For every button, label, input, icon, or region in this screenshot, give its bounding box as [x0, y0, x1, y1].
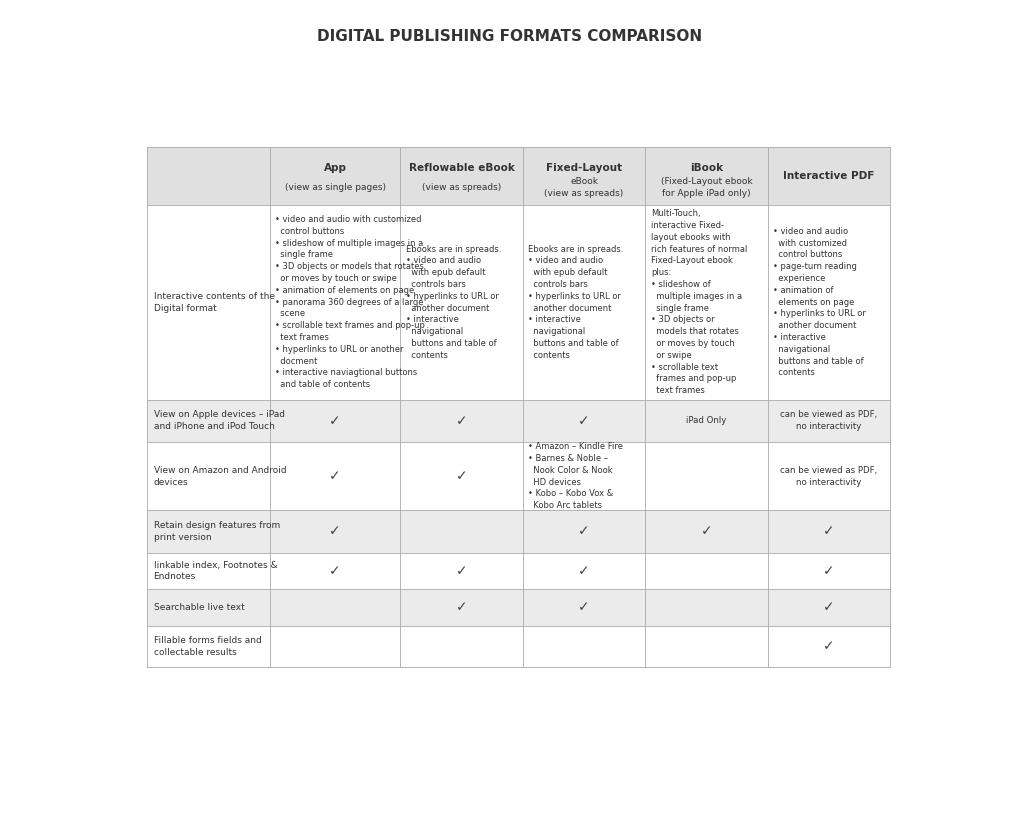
Text: • video and audio
  with customized
  control buttons
• page-turn reading
  expe: • video and audio with customized contro…: [772, 227, 865, 378]
Bar: [645, 552, 767, 589]
Text: ✓: ✓: [578, 525, 589, 539]
Text: ✓: ✓: [578, 564, 589, 578]
Text: ✓: ✓: [329, 414, 340, 428]
Text: Interactive contents of the
Digital format: Interactive contents of the Digital form…: [154, 292, 274, 313]
Text: (view as single pages): (view as single pages): [284, 183, 385, 192]
Text: DIGITAL PUBLISHING FORMATS COMPARISON: DIGITAL PUBLISHING FORMATS COMPARISON: [317, 29, 702, 43]
Text: Retain design features from
print version: Retain design features from print versio…: [154, 521, 279, 542]
Text: Interactive PDF: Interactive PDF: [783, 171, 874, 181]
Bar: [147, 147, 269, 205]
Bar: [645, 589, 767, 626]
Text: • Amazon – Kindle Fire
• Barnes & Noble –
  Nook Color & Nook
  HD devices
• Kob: • Amazon – Kindle Fire • Barnes & Noble …: [528, 442, 623, 510]
Bar: [269, 552, 399, 589]
Text: ✓: ✓: [822, 639, 835, 653]
Text: ✓: ✓: [578, 601, 589, 614]
Bar: [522, 205, 645, 400]
Bar: [269, 510, 399, 552]
Bar: [399, 626, 522, 667]
Text: (view as spreads): (view as spreads): [422, 183, 500, 192]
Bar: [522, 626, 645, 667]
Bar: [399, 510, 522, 552]
Bar: [645, 147, 767, 205]
Text: Ebooks are in spreads.
• video and audio
  with epub default
  controls bars
• h: Ebooks are in spreads. • video and audio…: [528, 245, 623, 360]
Bar: [645, 205, 767, 400]
Text: ✓: ✓: [329, 525, 340, 539]
Bar: [645, 626, 767, 667]
Text: ✓: ✓: [455, 414, 467, 428]
Bar: [522, 589, 645, 626]
Bar: [269, 205, 399, 400]
Text: iPad Only: iPad Only: [686, 416, 726, 425]
Text: ✓: ✓: [455, 601, 467, 614]
Text: ✓: ✓: [329, 564, 340, 578]
Bar: [147, 626, 269, 667]
Text: Multi-Touch,
interactive Fixed-
layout ebooks with
rich features of normal
Fixed: Multi-Touch, interactive Fixed- layout e…: [650, 209, 747, 395]
Bar: [767, 626, 890, 667]
Bar: [522, 510, 645, 552]
Text: Ebooks are in spreads.
• video and audio
  with epub default
  controls bars
• h: Ebooks are in spreads. • video and audio…: [406, 245, 500, 360]
Text: eBook
(view as spreads): eBook (view as spreads): [544, 177, 623, 197]
Text: ✓: ✓: [578, 414, 589, 428]
Bar: [522, 552, 645, 589]
Bar: [147, 205, 269, 400]
Bar: [767, 147, 890, 205]
Bar: [399, 589, 522, 626]
Bar: [767, 510, 890, 552]
Bar: [269, 147, 399, 205]
Text: Fillable forms fields and
collectable results: Fillable forms fields and collectable re…: [154, 636, 261, 657]
Bar: [645, 400, 767, 442]
Text: ✓: ✓: [822, 564, 835, 578]
Bar: [269, 400, 399, 442]
Bar: [147, 552, 269, 589]
Text: (Fixed-Layout ebook
for Apple iPad only): (Fixed-Layout ebook for Apple iPad only): [660, 177, 752, 197]
Bar: [767, 400, 890, 442]
Bar: [767, 442, 890, 510]
Text: • video and audio with customized
  control buttons
• slideshow of multiple imag: • video and audio with customized contro…: [275, 215, 425, 389]
Bar: [399, 205, 522, 400]
Text: can be viewed as PDF,
no interactivity: can be viewed as PDF, no interactivity: [780, 410, 876, 432]
Text: iBook: iBook: [689, 163, 722, 173]
Bar: [399, 552, 522, 589]
Text: Reflowable eBook: Reflowable eBook: [409, 163, 514, 173]
Bar: [147, 510, 269, 552]
Bar: [269, 442, 399, 510]
Text: ✓: ✓: [329, 469, 340, 483]
Bar: [645, 442, 767, 510]
Bar: [399, 400, 522, 442]
Text: View on Amazon and Android
devices: View on Amazon and Android devices: [154, 466, 286, 486]
Bar: [522, 147, 645, 205]
Bar: [147, 442, 269, 510]
Text: linkable index, Footnotes &
Endnotes: linkable index, Footnotes & Endnotes: [154, 561, 277, 582]
Text: ✓: ✓: [822, 601, 835, 614]
Text: View on Apple devices – iPad
and iPhone and iPod Touch: View on Apple devices – iPad and iPhone …: [154, 410, 284, 432]
Bar: [147, 589, 269, 626]
Text: Searchable live text: Searchable live text: [154, 603, 245, 612]
Text: App: App: [323, 163, 346, 173]
Text: ✓: ✓: [455, 564, 467, 578]
Bar: [645, 510, 767, 552]
Bar: [767, 205, 890, 400]
Bar: [767, 589, 890, 626]
Text: Fixed-Layout: Fixed-Layout: [545, 163, 622, 173]
Text: can be viewed as PDF,
no interactivity: can be viewed as PDF, no interactivity: [780, 466, 876, 486]
Bar: [269, 626, 399, 667]
Bar: [767, 552, 890, 589]
Text: ✓: ✓: [455, 469, 467, 483]
Bar: [147, 400, 269, 442]
Text: ✓: ✓: [822, 525, 835, 539]
Bar: [269, 589, 399, 626]
Bar: [399, 147, 522, 205]
Bar: [399, 442, 522, 510]
Text: ✓: ✓: [700, 525, 711, 539]
Bar: [522, 442, 645, 510]
Bar: [522, 400, 645, 442]
